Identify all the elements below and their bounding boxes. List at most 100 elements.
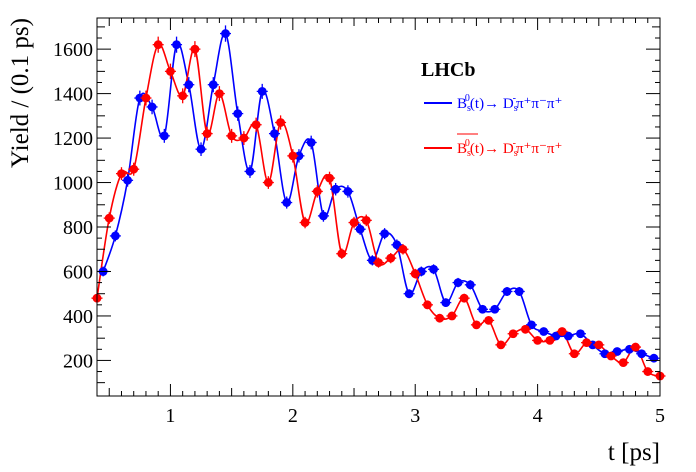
marker [117, 169, 126, 179]
marker [496, 340, 506, 350]
marker [484, 316, 494, 325]
marker [374, 258, 383, 267]
marker [502, 287, 512, 296]
y-tick-label: 1200 [53, 128, 93, 150]
data-point [489, 304, 501, 314]
marker [465, 280, 475, 290]
marker [141, 93, 151, 103]
data-point [556, 327, 568, 336]
marker [257, 86, 267, 96]
plot-frame [96, 17, 661, 397]
data-point [477, 304, 489, 314]
marker [539, 327, 549, 336]
data-point [207, 77, 219, 93]
marker [263, 178, 273, 187]
data-point [581, 338, 593, 348]
marker [435, 313, 445, 323]
data-point [213, 86, 225, 102]
marker [166, 66, 175, 76]
data-point [519, 324, 531, 334]
data-point [281, 196, 293, 209]
marker [545, 336, 555, 345]
marker [221, 29, 230, 38]
marker [123, 175, 132, 185]
x-tick-label: 2 [288, 405, 298, 427]
marker [410, 269, 420, 279]
marker [343, 187, 353, 196]
data-point [397, 243, 409, 255]
marker [478, 304, 487, 314]
data-point [232, 106, 244, 121]
data-point [440, 298, 452, 308]
y-tick-label: 400 [63, 306, 93, 328]
marker [135, 93, 145, 103]
marker [490, 304, 500, 314]
marker [618, 358, 628, 368]
marker [337, 249, 347, 259]
data-point [538, 327, 550, 336]
marker [294, 151, 304, 161]
data-point [385, 253, 397, 264]
legend-label-bsbar: Bs0(t)→ Ds-π⁺π⁻π⁺ [457, 138, 562, 159]
marker [508, 329, 518, 339]
marker [178, 91, 188, 101]
data-point [501, 286, 513, 297]
data-point [220, 25, 232, 42]
x-tick-label: 3 [410, 405, 420, 427]
marker [527, 320, 536, 330]
marker [429, 264, 438, 274]
marker [576, 329, 585, 339]
marker [447, 311, 457, 321]
y-tick-label: 200 [63, 350, 93, 372]
data-point [299, 216, 311, 229]
data-point [617, 358, 629, 368]
marker [312, 187, 322, 196]
marker [190, 44, 200, 54]
y-tick-label: 1000 [53, 173, 93, 195]
data-point [183, 77, 195, 93]
data-point [158, 128, 170, 143]
data-point [140, 90, 152, 106]
legend-label-bs: Bs0(t)→ Ds-π⁺π⁻π⁺ [457, 93, 562, 114]
data-point [201, 126, 213, 141]
data-point [195, 142, 207, 156]
data-point [525, 320, 537, 330]
marker [533, 336, 543, 345]
y-tick-label: 1600 [53, 39, 93, 61]
data-point [152, 36, 164, 53]
x-axis-title: t [ps] [608, 439, 660, 466]
data-point [507, 329, 519, 339]
marker [643, 367, 653, 376]
data-point [532, 336, 544, 345]
data-point [324, 171, 336, 185]
marker [159, 131, 169, 141]
data-point [513, 286, 525, 297]
data-point [636, 349, 648, 359]
marker [331, 184, 341, 194]
data-point [562, 331, 574, 341]
marker [563, 331, 573, 341]
marker [306, 138, 316, 147]
legend: Bs0(t)→ Ds-π⁺π⁻π⁺ Bs0(t)→ Ds-π⁺π⁻π⁺ [424, 93, 562, 159]
marker [557, 327, 567, 336]
marker [582, 338, 591, 348]
data-point [452, 277, 464, 288]
marker [355, 224, 365, 234]
marker [214, 89, 224, 98]
data-point [648, 353, 660, 363]
marker [520, 324, 530, 334]
data-point [464, 280, 476, 290]
data-point [574, 329, 586, 339]
marker [569, 349, 579, 359]
x-tick-label: 1 [165, 405, 175, 427]
marker [606, 351, 616, 361]
marker [300, 218, 310, 227]
tick-labels: 1 2 3 4 5 200 400 600 800 1000 1200 1400 1600 [53, 39, 665, 427]
data-point [115, 167, 127, 181]
data-point [446, 311, 458, 321]
data-point [164, 63, 176, 80]
data-point [630, 342, 642, 352]
marker [110, 231, 120, 241]
marker [251, 120, 261, 130]
